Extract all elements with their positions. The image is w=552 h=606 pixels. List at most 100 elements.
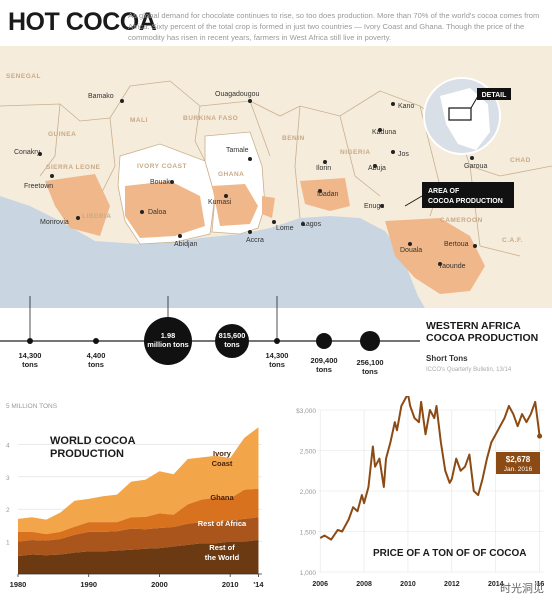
stat-bubble [316, 333, 332, 349]
country-label: GUINEA [48, 131, 76, 138]
city-dot [178, 234, 182, 238]
stat-value: 256,100 [356, 358, 384, 367]
detail-label: DETAIL [477, 88, 511, 100]
city-label: Tamale [226, 147, 249, 154]
stat-label: 815,600 tons [207, 331, 257, 349]
country-label: GHANA [218, 171, 244, 178]
watermark: 时光洞见 [500, 583, 544, 595]
world-production-chart: 5 MILLION TONS 4 3 2 1 1980 1990 2000 2010 '14 WOR… [6, 403, 264, 589]
area-series-label: Ivory [213, 449, 232, 458]
city-dot [318, 189, 322, 193]
cocoa-areas [45, 174, 485, 294]
city-label: Kaduna [372, 129, 396, 136]
area-y-unit-label: 5 MILLION TONS [6, 403, 58, 410]
area-y-tick: 1 [6, 540, 10, 547]
country-label: MALI [130, 117, 148, 124]
city-label: Bamako [88, 93, 114, 100]
city-label: Abuja [368, 165, 386, 172]
area-y-tick: 2 [6, 507, 10, 514]
stat-value: 1.98 [160, 331, 176, 340]
city-label: Bertoua [444, 241, 469, 248]
country-label: IVORY COAST [137, 163, 187, 170]
price-y-tick: $3,000 [296, 408, 316, 415]
production-title-line1: WESTERN AFRICA [426, 320, 521, 332]
area-series-0 [18, 539, 259, 574]
city-dot [248, 99, 252, 103]
city-label: Ouagadougou [215, 91, 259, 98]
cocoa-area-label: AREA OF COCOA PRODUCTION [404, 182, 514, 208]
stat-unit: tons [269, 360, 285, 369]
stat-value: 209,400 [310, 356, 338, 365]
area-x-tick: 2000 [151, 580, 168, 589]
price-annotation-box [496, 452, 540, 474]
city-label: Ilorin [316, 165, 331, 172]
city-label: Freetown [24, 183, 53, 190]
stat-bubble [27, 338, 33, 344]
area-y-tick: 3 [6, 475, 10, 482]
area-series-label: Rest of Africa [198, 519, 247, 528]
stat-value: 14,300 [18, 351, 42, 360]
stat-unit: tons [22, 360, 38, 369]
stat-bubble [144, 317, 192, 365]
country-label: BENIN [282, 135, 305, 142]
stat-unit: tons [362, 367, 378, 376]
city-dot [38, 152, 42, 156]
price-chart-title: PRICE OF A TON OF OF COCOA [373, 548, 527, 559]
price-y-tick: 2,000 [300, 489, 317, 496]
price-x-tick: 2014 [488, 581, 504, 588]
country-label: C.A.F. [502, 237, 523, 244]
stat-label: 209,400 tons [294, 356, 354, 374]
city-label: Yaounde [438, 263, 466, 270]
stat-value: 14,300 [265, 351, 289, 360]
city-dot [170, 180, 174, 184]
city-dot [301, 222, 305, 226]
city-label: Daloa [148, 209, 166, 216]
city-dot [408, 242, 412, 246]
svg-text:COCOA PRODUCTION: COCOA PRODUCTION [428, 198, 503, 205]
city-label: Douala [400, 247, 422, 254]
production-stats [0, 296, 420, 365]
city-dot [323, 160, 327, 164]
svg-text:AREA OF: AREA OF [428, 188, 460, 195]
city-dot [140, 210, 144, 214]
stat-bubble [93, 338, 99, 344]
production-title: WESTERN AFRICA COCOA PRODUCTION [426, 320, 538, 344]
production-title-line2: COCOA PRODUCTION [426, 332, 539, 344]
city-dot [373, 164, 377, 168]
stat-label: 14,300 tons [247, 351, 307, 369]
area-x-tick: '14 [253, 580, 264, 589]
city-label: Ibadan [317, 191, 339, 198]
stat-bubble [215, 324, 249, 358]
city-label: Monrovia [40, 219, 69, 226]
city-dot [378, 128, 382, 132]
price-x-tick: '16 [535, 581, 545, 588]
area-series-label: Rest of [209, 543, 235, 552]
city-label: Kumasi [208, 199, 232, 206]
stat-label: 14,300 tons [0, 351, 60, 369]
area-x-tick: 1980 [10, 580, 27, 589]
sea [0, 196, 425, 308]
city-dot [248, 230, 252, 234]
stat-value: 815,600 [218, 331, 246, 340]
price-annotation-value: $2,678 [506, 455, 531, 464]
price-y-tick: 1,500 [300, 530, 317, 537]
country-label: SIERRA LEONE [46, 164, 101, 171]
area-series-label: Ghana [210, 493, 234, 502]
city-dot [76, 216, 80, 220]
city-label: Bouake [150, 179, 174, 186]
country-label: SENEGAL [6, 73, 41, 80]
country-label: BURKINA FASO [183, 115, 238, 122]
city-label: Abidjan [174, 241, 197, 248]
price-x-tick: 2010 [400, 581, 416, 588]
city-label: Accra [246, 237, 264, 244]
price-last-point [537, 433, 543, 439]
city-label: Lagos [302, 221, 322, 228]
stat-label: 256,100 tons [340, 358, 400, 376]
area-x-tick: 2010 [222, 580, 239, 589]
country-label: CHAD [510, 157, 531, 164]
country-label: CAMEROON [440, 217, 483, 224]
intro-text: As global demand for chocolate continues… [128, 11, 540, 42]
price-y-tick: 1,000 [300, 570, 317, 577]
area-series-label: Coast [212, 459, 233, 468]
area-chart-title-2: PRODUCTION [50, 448, 124, 460]
